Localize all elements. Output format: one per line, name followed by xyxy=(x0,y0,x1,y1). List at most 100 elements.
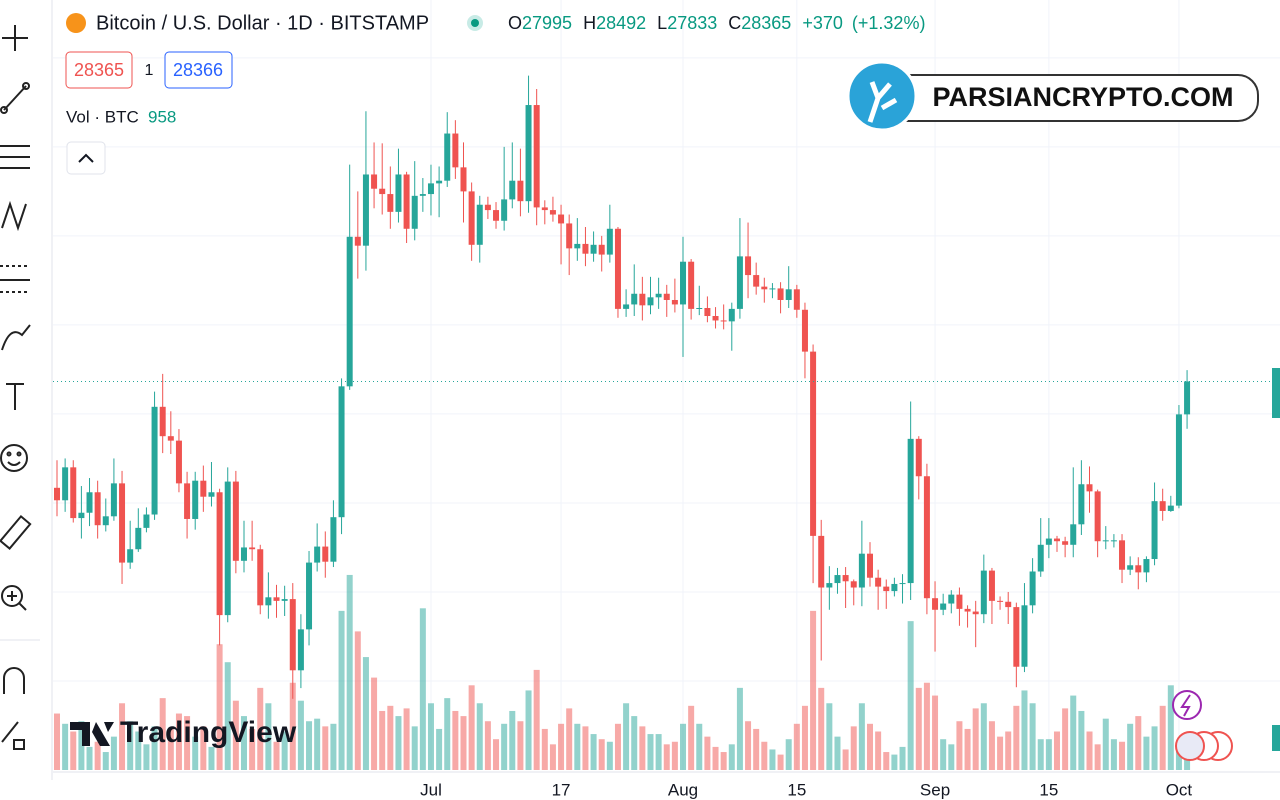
volume-bar xyxy=(867,723,873,770)
candle-body xyxy=(834,575,841,584)
volume-bar xyxy=(175,713,182,770)
volume-bar xyxy=(70,731,77,770)
candle-body xyxy=(712,316,719,321)
volume-bar xyxy=(1086,731,1093,770)
volume-bar xyxy=(533,669,540,770)
volume-bar xyxy=(306,721,313,770)
text-tool[interactable] xyxy=(6,383,24,410)
candle-body xyxy=(135,527,142,550)
candle-body xyxy=(1143,559,1150,573)
emoji-tool[interactable] xyxy=(0,444,28,472)
candle-body xyxy=(1053,538,1060,542)
volume-bar xyxy=(411,726,418,770)
candle-body xyxy=(289,599,296,671)
volume-bar xyxy=(273,741,280,770)
x-tick-label: 17 xyxy=(552,780,571,799)
candle-body xyxy=(1013,607,1020,667)
candle-body xyxy=(379,188,386,195)
volume-bar xyxy=(647,734,654,770)
candle-body xyxy=(891,583,898,592)
candle-body xyxy=(436,180,443,184)
magnet-tool[interactable] xyxy=(3,667,25,694)
volume-bar xyxy=(761,741,768,770)
event-icon[interactable] xyxy=(1175,731,1205,761)
alert-icon[interactable] xyxy=(1172,690,1202,720)
candle-body xyxy=(940,603,947,610)
lock-tool[interactable] xyxy=(1,721,25,750)
volume-bar xyxy=(558,723,565,770)
volume-bar xyxy=(704,736,711,770)
candle-body xyxy=(932,598,939,610)
volume-bar xyxy=(468,685,475,770)
candle-body xyxy=(1086,484,1093,492)
crosshair-tool[interactable] xyxy=(2,25,28,51)
volume-bar xyxy=(127,721,134,770)
candle-body xyxy=(826,583,833,588)
candle-body xyxy=(208,492,215,497)
candle-body xyxy=(972,611,979,615)
candle-body xyxy=(151,406,158,515)
candle-body xyxy=(110,483,117,517)
candle-body xyxy=(964,608,971,612)
volume-bar xyxy=(1151,726,1158,770)
fib-tool[interactable] xyxy=(0,145,30,169)
volume-bar xyxy=(541,728,548,770)
ohlc-header: O27995 H28492 L27833 C28365 +370 (+1.32%… xyxy=(508,13,925,33)
candle-body xyxy=(70,467,77,519)
candle-body xyxy=(915,438,922,477)
candle-body xyxy=(671,299,678,305)
candle-body xyxy=(240,547,247,561)
pattern-tool[interactable] xyxy=(1,200,27,232)
volume-bar xyxy=(777,754,784,770)
candle-body xyxy=(558,214,565,224)
volume-bar xyxy=(1094,744,1101,770)
prediction-tool[interactable] xyxy=(0,265,30,293)
brand-text: TradingView xyxy=(120,716,297,749)
candle-body xyxy=(680,261,687,305)
volume-bar xyxy=(403,708,410,770)
collapse-button[interactable] xyxy=(66,141,106,175)
candle-body xyxy=(427,183,434,195)
volume-bar xyxy=(1143,736,1150,770)
volume-bar xyxy=(980,703,987,770)
candle-body xyxy=(119,483,126,563)
zoom-tool[interactable] xyxy=(1,585,27,611)
brush-tool[interactable] xyxy=(1,324,31,351)
volume-bar xyxy=(1127,723,1134,770)
volume-bar xyxy=(793,723,800,770)
volume-bar xyxy=(964,728,971,770)
ruler-tool[interactable] xyxy=(0,514,32,550)
low-label: L xyxy=(657,13,667,33)
volume-bar xyxy=(86,746,93,770)
volume-bar xyxy=(1078,710,1085,770)
volume-bar xyxy=(712,746,719,770)
sell-button[interactable] xyxy=(65,51,133,89)
candle-body xyxy=(980,570,987,615)
volume-bar xyxy=(948,744,955,770)
candle-body xyxy=(509,180,516,200)
volume-bar xyxy=(907,621,914,770)
close-label: C xyxy=(728,13,741,33)
volume-bar xyxy=(801,705,808,770)
candle-body xyxy=(574,243,581,249)
candle-body xyxy=(338,386,345,518)
candle-body xyxy=(1184,381,1191,415)
volume-bar xyxy=(956,721,963,770)
candle-body xyxy=(314,546,321,563)
candle-body xyxy=(704,308,711,317)
trendline-tool[interactable] xyxy=(0,82,30,114)
volume-label: Vol · BTC xyxy=(66,107,139,126)
volume-bar xyxy=(1037,739,1044,770)
candle-body xyxy=(354,236,361,246)
volume-bar xyxy=(484,721,491,770)
candle-body xyxy=(1135,565,1142,573)
volume-bar xyxy=(159,698,166,770)
candle-body xyxy=(1094,491,1101,542)
candle-body xyxy=(801,309,808,352)
volume-bar xyxy=(371,677,378,770)
candle-body xyxy=(875,577,882,587)
candle-body xyxy=(1029,571,1036,606)
buy-button[interactable] xyxy=(164,51,233,89)
candle-body xyxy=(1021,605,1028,667)
